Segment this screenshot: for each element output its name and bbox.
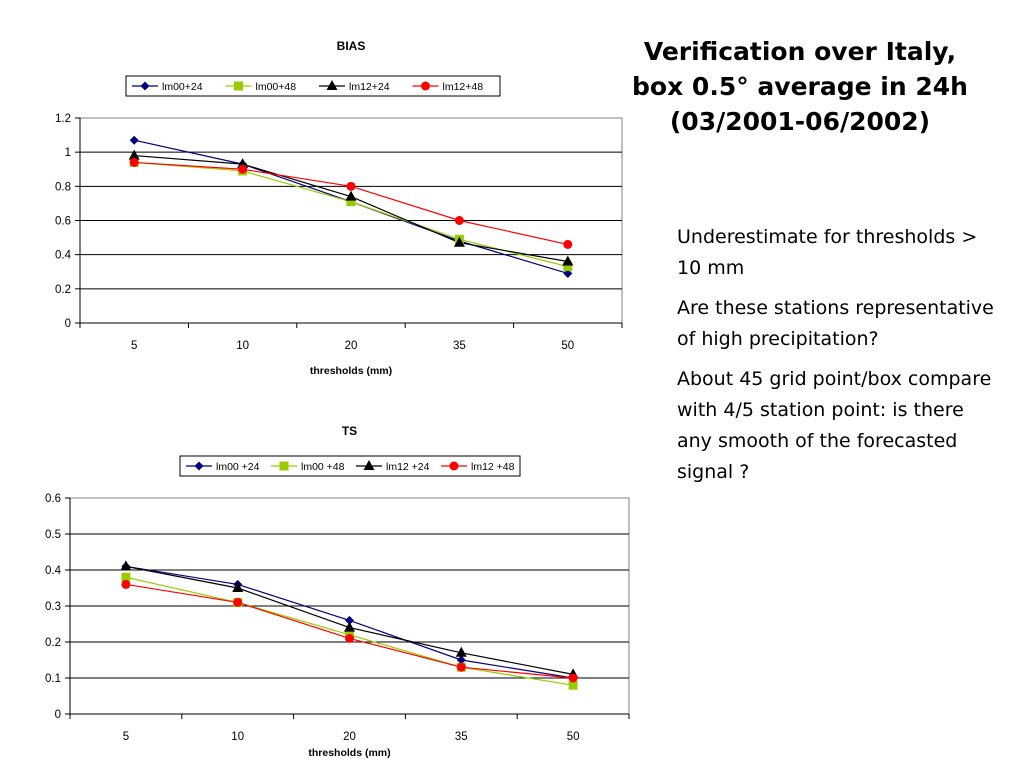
data-point xyxy=(346,181,356,191)
series-line-lm00+48 xyxy=(134,161,568,268)
data-point xyxy=(563,268,573,278)
legend-marker xyxy=(421,81,430,91)
x-tick-label: 50 xyxy=(567,731,580,743)
y-tick-label: 0.4 xyxy=(45,565,62,577)
legend-label: lm12+48 xyxy=(443,81,484,93)
slide-notes: Underestimate for thresholds > 10 mm Are… xyxy=(677,222,997,497)
y-tick-label: 0.8 xyxy=(55,181,71,193)
legend-marker xyxy=(363,460,375,470)
x-tick-label: 20 xyxy=(343,731,356,743)
legend-marker xyxy=(140,81,150,91)
x-tick-label: 10 xyxy=(231,731,244,743)
note-stations-representative: Are these stations representative of hig… xyxy=(677,297,994,350)
data-point xyxy=(454,216,464,225)
legend-marker xyxy=(326,80,338,90)
data-point xyxy=(238,164,248,174)
x-tick-label: 10 xyxy=(236,340,249,352)
data-point xyxy=(562,255,574,266)
data-point xyxy=(344,621,355,632)
data-point xyxy=(120,560,132,571)
data-point xyxy=(345,633,354,643)
data-point xyxy=(237,158,249,169)
x-tick-label: 35 xyxy=(455,731,468,743)
note-underestimate: Underestimate for thresholds > 10 mm xyxy=(677,226,978,279)
x-tick-label: 5 xyxy=(123,731,129,743)
data-point xyxy=(568,680,578,690)
y-tick-label: 0.4 xyxy=(55,250,72,262)
data-point xyxy=(456,655,466,665)
x-tick-label: 35 xyxy=(453,340,466,352)
data-point xyxy=(563,239,573,249)
y-tick-label: 1.2 xyxy=(55,113,71,125)
data-point xyxy=(233,597,243,607)
legend-box xyxy=(125,75,501,97)
legend-marker xyxy=(194,461,204,471)
legend-label: lm00 +48 xyxy=(301,461,345,473)
chart-title: TS xyxy=(342,424,357,438)
y-tick-label: 0.6 xyxy=(55,216,71,228)
data-point xyxy=(345,615,354,625)
data-point xyxy=(455,646,467,657)
y-tick-label: 0.1 xyxy=(45,673,61,685)
data-point xyxy=(568,673,578,683)
y-tick-label: 0 xyxy=(65,318,71,330)
x-axis-label: thresholds (mm) xyxy=(310,365,392,377)
x-axis-label: thresholds (mm) xyxy=(308,747,390,759)
data-point xyxy=(121,579,131,589)
legend-label: lm12+24 xyxy=(349,81,390,93)
slide-title: Verification over Italy, box 0.5° averag… xyxy=(632,37,968,136)
x-tick-label: 5 xyxy=(131,340,137,352)
bias-chart: BIAS 0 0.2 0.4 0.6 0.8 1 1.2 5 10 20 35 50 thresholds… xyxy=(55,39,623,377)
y-tick-label: 0.3 xyxy=(45,601,61,613)
data-point xyxy=(129,135,139,145)
legend-label: lm00 +24 xyxy=(216,461,260,473)
y-tick-label: 0 xyxy=(55,709,61,721)
y-tick-label: 0.2 xyxy=(45,637,61,649)
y-tick-label: 1 xyxy=(65,147,71,159)
data-point xyxy=(232,582,244,592)
data-point xyxy=(128,149,140,160)
chart-title: BIAS xyxy=(337,39,366,53)
data-point xyxy=(121,572,131,582)
data-point xyxy=(346,197,356,207)
legend-marker xyxy=(234,81,243,91)
y-tick-label: 0.5 xyxy=(45,529,61,541)
legend-label: lm00+48 xyxy=(256,81,297,93)
data-point xyxy=(456,662,466,672)
legend-marker xyxy=(449,461,459,471)
data-point xyxy=(129,157,139,167)
legend-label: lm12 +48 xyxy=(471,461,515,473)
legend-label: lm12 +24 xyxy=(386,461,430,473)
legend-box xyxy=(179,455,521,477)
legend-marker xyxy=(279,461,289,471)
legend-label: lm00+24 xyxy=(162,81,203,93)
y-tick-label: 0.2 xyxy=(55,284,71,296)
data-point xyxy=(345,190,357,201)
x-tick-label: 20 xyxy=(345,340,358,352)
data-point xyxy=(453,236,465,247)
note-grid-point-smoothing: About 45 grid point/box compare with 4/5… xyxy=(677,368,992,483)
series-line-lm12+24 xyxy=(134,154,568,263)
x-tick-label: 50 xyxy=(561,340,574,352)
y-tick-label: 0.6 xyxy=(45,493,61,505)
ts-chart: TS 0 0.1 0.2 0.3 0.4 0.5 0.6 5 10 20 35 50 thresholds… xyxy=(45,424,630,759)
data-point xyxy=(563,262,573,272)
